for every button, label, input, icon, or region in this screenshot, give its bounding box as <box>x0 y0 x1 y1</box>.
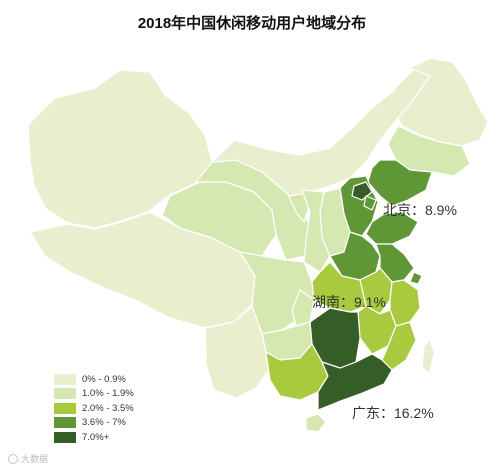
legend-swatch <box>54 402 76 414</box>
region-jilin <box>387 125 471 177</box>
callout-beijing: 北京：8.9% <box>383 202 457 218</box>
legend-swatch <box>54 417 76 429</box>
region-hainan <box>305 413 327 433</box>
callout-guangdong: 广东：16.2% <box>352 405 434 421</box>
legend-item: 1.0% - 1.9% <box>54 387 134 402</box>
region-shaanxi <box>301 189 331 273</box>
map-title: 2018年中国休闲移动用户地域分布 <box>137 15 367 32</box>
legend-item: 3.6% - 7% <box>54 416 134 431</box>
legend-label: 2.0% - 3.5% <box>82 402 134 414</box>
watermark: 大数据 <box>8 452 48 465</box>
region-xinjiang <box>27 69 213 229</box>
region-shanghai <box>409 271 423 285</box>
region-liaoning <box>367 159 433 207</box>
legend-label: 7.0%+ <box>82 431 110 443</box>
legend-item: 2.0% - 3.5% <box>54 401 134 416</box>
legend-label: 1.0% - 1.9% <box>82 388 134 400</box>
legend-swatch <box>54 388 76 400</box>
legend-label: 3.6% - 7% <box>82 417 126 429</box>
legend-item: 0% - 0.9% <box>54 372 134 387</box>
region-taiwan <box>421 339 435 375</box>
region-zhejiang <box>389 279 421 327</box>
legend-swatch <box>54 373 76 385</box>
region-hubei <box>311 261 367 313</box>
legend-swatch <box>54 431 76 443</box>
legend-item: 7.0%+ <box>54 430 134 445</box>
watermark-text: 大数据 <box>21 454 49 464</box>
legend-label: 0% - 0.9% <box>82 373 126 385</box>
region-tianjin <box>363 195 377 211</box>
callout-hunan: 湖南：9.1% <box>312 294 386 310</box>
region-guangdong <box>317 353 393 411</box>
region-shandong <box>365 211 419 245</box>
map-legend: 0% - 0.9% 1.0% - 1.9% 2.0% - 3.5% 3.6% -… <box>54 372 134 445</box>
watermark-logo-icon <box>8 453 18 464</box>
